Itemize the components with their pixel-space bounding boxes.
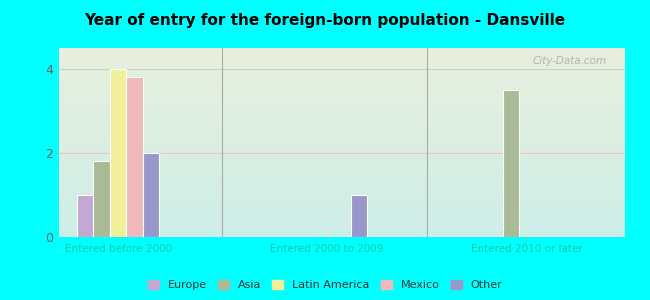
Bar: [351, 195, 367, 237]
Text: City-Data.com: City-Data.com: [533, 56, 607, 66]
Bar: [77, 195, 94, 237]
Bar: [142, 153, 159, 237]
Legend: Europe, Asia, Latin America, Mexico, Other: Europe, Asia, Latin America, Mexico, Oth…: [143, 275, 507, 294]
Bar: [94, 161, 110, 237]
Bar: [502, 90, 519, 237]
Bar: [110, 69, 126, 237]
Bar: [126, 77, 142, 237]
Text: Year of entry for the foreign-born population - Dansville: Year of entry for the foreign-born popul…: [84, 14, 566, 28]
